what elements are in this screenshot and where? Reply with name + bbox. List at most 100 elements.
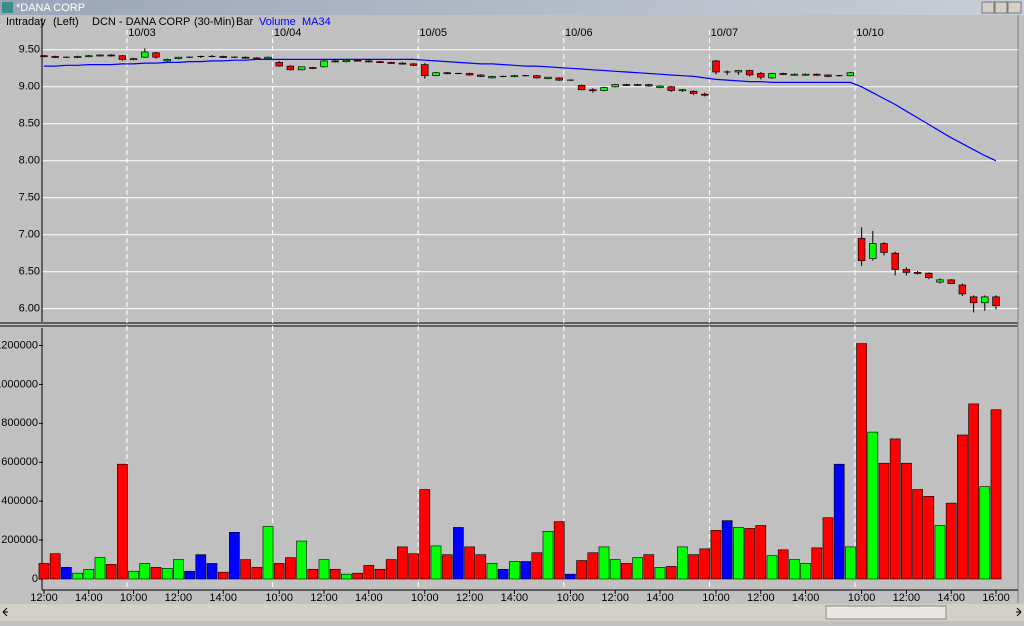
volume-bar <box>979 486 991 580</box>
title-bar <box>0 0 1024 15</box>
volume-tick-label: 0 <box>32 573 38 585</box>
volume-bar <box>453 527 464 580</box>
volume-bar <box>464 546 475 580</box>
header-side: (Left) <box>53 16 79 28</box>
candle-body <box>421 64 429 77</box>
volume-bar <box>677 546 688 580</box>
candle-body <box>320 60 328 68</box>
candle-body <box>297 66 306 71</box>
volume-bar <box>609 559 621 580</box>
candle-body <box>275 62 283 67</box>
candle-body <box>219 56 227 58</box>
candle-body <box>365 60 373 63</box>
date-label: 10/03 <box>128 27 156 39</box>
volume-bar <box>229 532 240 580</box>
candle-body <box>465 73 474 76</box>
volume-bar <box>419 489 431 580</box>
volume-bar <box>710 530 722 580</box>
volume-bar <box>867 431 879 580</box>
candle-body <box>107 54 115 57</box>
volume-bar <box>822 517 834 580</box>
candle-body <box>633 84 642 86</box>
maximize-button[interactable] <box>994 1 1008 14</box>
candle-body <box>701 93 709 96</box>
volume-bar <box>833 463 845 580</box>
candle-body <box>555 77 563 81</box>
candle-body <box>141 51 149 58</box>
scrollbar-thumb[interactable] <box>825 605 947 620</box>
candle-body <box>947 279 955 284</box>
scroll-left[interactable] <box>2 607 8 617</box>
x-tick-label: 12:00 <box>893 592 921 604</box>
volume-bar <box>105 564 117 580</box>
y-tick-label: 6.50 <box>19 266 40 278</box>
x-tick-label: 14:00 <box>792 592 820 604</box>
candle-body <box>264 56 272 60</box>
volume-bar <box>128 570 139 580</box>
candle-body <box>118 55 127 60</box>
volume-bar <box>83 568 95 580</box>
date-label: 10/04 <box>274 27 302 39</box>
candle-body <box>129 58 138 61</box>
app-icon <box>2 2 13 13</box>
candle-body <box>432 72 440 77</box>
volume-bar <box>497 568 509 580</box>
volume-bar <box>587 552 599 580</box>
candle-body <box>174 56 183 60</box>
candle-body <box>488 76 496 79</box>
candle-body <box>757 73 765 78</box>
volume-bar <box>733 527 744 580</box>
ma-line <box>44 58 997 162</box>
volume-bar <box>408 553 419 580</box>
candle-body <box>846 72 855 77</box>
volume-bar <box>341 573 352 580</box>
candle-body <box>342 59 351 62</box>
volume-bar <box>161 567 173 580</box>
candle-body <box>577 84 586 91</box>
candle-body <box>96 54 104 57</box>
volume-bar <box>329 568 341 580</box>
header-interval: (30-Min) <box>194 16 235 28</box>
volume-bar <box>374 568 386 580</box>
legend-ma: MA34 <box>302 16 331 28</box>
volume-bar <box>139 563 151 580</box>
volume-bar <box>217 571 229 580</box>
volume-bar <box>520 561 531 580</box>
scroll-right[interactable] <box>1016 607 1022 617</box>
candle-body <box>163 59 171 62</box>
candle-body <box>925 272 933 278</box>
x-tick-label: 12:00 <box>310 592 338 604</box>
volume-bar <box>811 547 823 580</box>
date-label: 10/06 <box>565 27 593 39</box>
candle-body <box>309 67 317 69</box>
x-tick-label: 10:00 <box>557 592 585 604</box>
candle-body <box>958 284 967 295</box>
volume-bar <box>363 565 375 580</box>
close-button[interactable] <box>1007 1 1022 14</box>
volume-bar <box>251 567 263 580</box>
x-tick-label: 12:00 <box>747 592 775 604</box>
candle-body <box>353 59 362 62</box>
y-tick-label: 6.00 <box>19 303 40 315</box>
volume-bar <box>531 552 543 580</box>
volume-bar <box>262 526 274 580</box>
volume-bar <box>643 554 655 580</box>
header-symbol: DCN - DANA CORP <box>92 16 190 28</box>
minimize-button[interactable] <box>981 1 995 14</box>
x-tick-label: 10:00 <box>120 592 148 604</box>
volume-bar <box>509 561 520 580</box>
volume-bar <box>38 563 50 580</box>
candle-body <box>589 89 597 92</box>
window-title: *DANA CORP <box>16 2 85 14</box>
scrollbar[interactable] <box>0 604 1024 621</box>
candle-body <box>645 84 653 87</box>
x-tick-label: 14:00 <box>937 592 965 604</box>
volume-bar <box>486 563 498 580</box>
candle-body <box>880 243 888 253</box>
volume-bar <box>441 554 453 580</box>
volume-bar <box>397 546 408 580</box>
volume-bar <box>856 343 867 580</box>
volume-bar <box>755 525 767 580</box>
volume-bar <box>240 559 251 580</box>
